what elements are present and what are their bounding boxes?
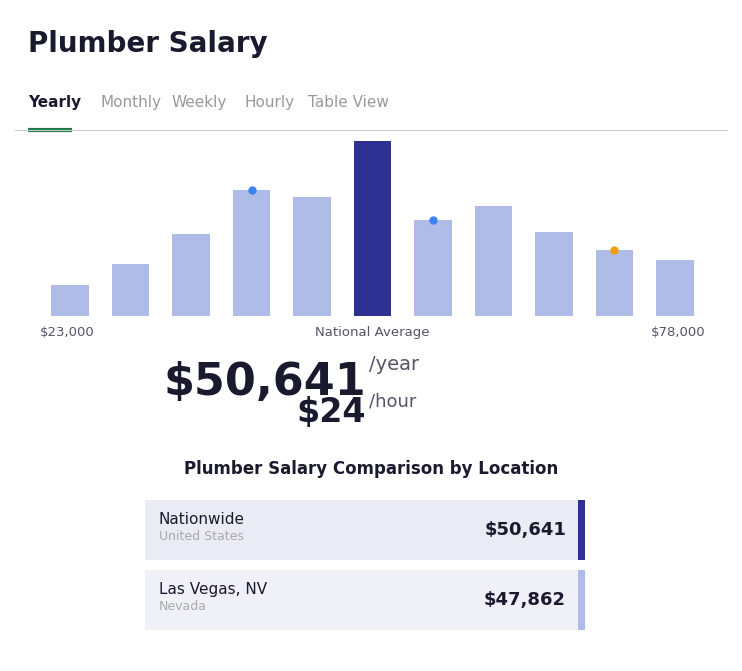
Bar bbox=[354, 141, 391, 316]
Bar bbox=[656, 260, 694, 316]
Bar bbox=[233, 190, 270, 316]
Text: Plumber Salary: Plumber Salary bbox=[28, 30, 268, 58]
Text: Weekly: Weekly bbox=[172, 95, 227, 110]
Bar bbox=[112, 264, 149, 316]
Text: Hourly: Hourly bbox=[244, 95, 294, 110]
Text: /year: /year bbox=[369, 355, 419, 374]
Bar bbox=[145, 500, 578, 560]
Text: Table View: Table View bbox=[308, 95, 389, 110]
Bar bbox=[535, 232, 573, 316]
Bar bbox=[293, 197, 331, 316]
Text: $23,000: $23,000 bbox=[40, 326, 95, 339]
Text: United States: United States bbox=[159, 530, 244, 543]
Text: Nevada: Nevada bbox=[159, 600, 207, 613]
Text: $50,641: $50,641 bbox=[163, 361, 366, 404]
Bar bbox=[145, 570, 578, 630]
Text: $24: $24 bbox=[297, 396, 366, 429]
Bar bbox=[475, 206, 512, 316]
Text: National Average: National Average bbox=[315, 326, 430, 339]
Bar bbox=[578, 500, 585, 560]
Text: $78,000: $78,000 bbox=[651, 326, 705, 339]
Text: Yearly: Yearly bbox=[28, 95, 81, 110]
Bar bbox=[578, 570, 585, 630]
Bar bbox=[172, 234, 210, 316]
Bar bbox=[51, 285, 89, 316]
Text: Plumber Salary Comparison by Location: Plumber Salary Comparison by Location bbox=[184, 460, 558, 478]
Text: Monthly: Monthly bbox=[100, 95, 161, 110]
Text: Nationwide: Nationwide bbox=[159, 512, 245, 527]
Text: /hour: /hour bbox=[369, 392, 416, 410]
Text: Las Vegas, NV: Las Vegas, NV bbox=[159, 582, 267, 597]
Text: $47,862: $47,862 bbox=[484, 591, 566, 609]
Text: $50,641: $50,641 bbox=[484, 521, 566, 539]
Bar bbox=[596, 250, 633, 316]
Bar bbox=[414, 219, 452, 316]
